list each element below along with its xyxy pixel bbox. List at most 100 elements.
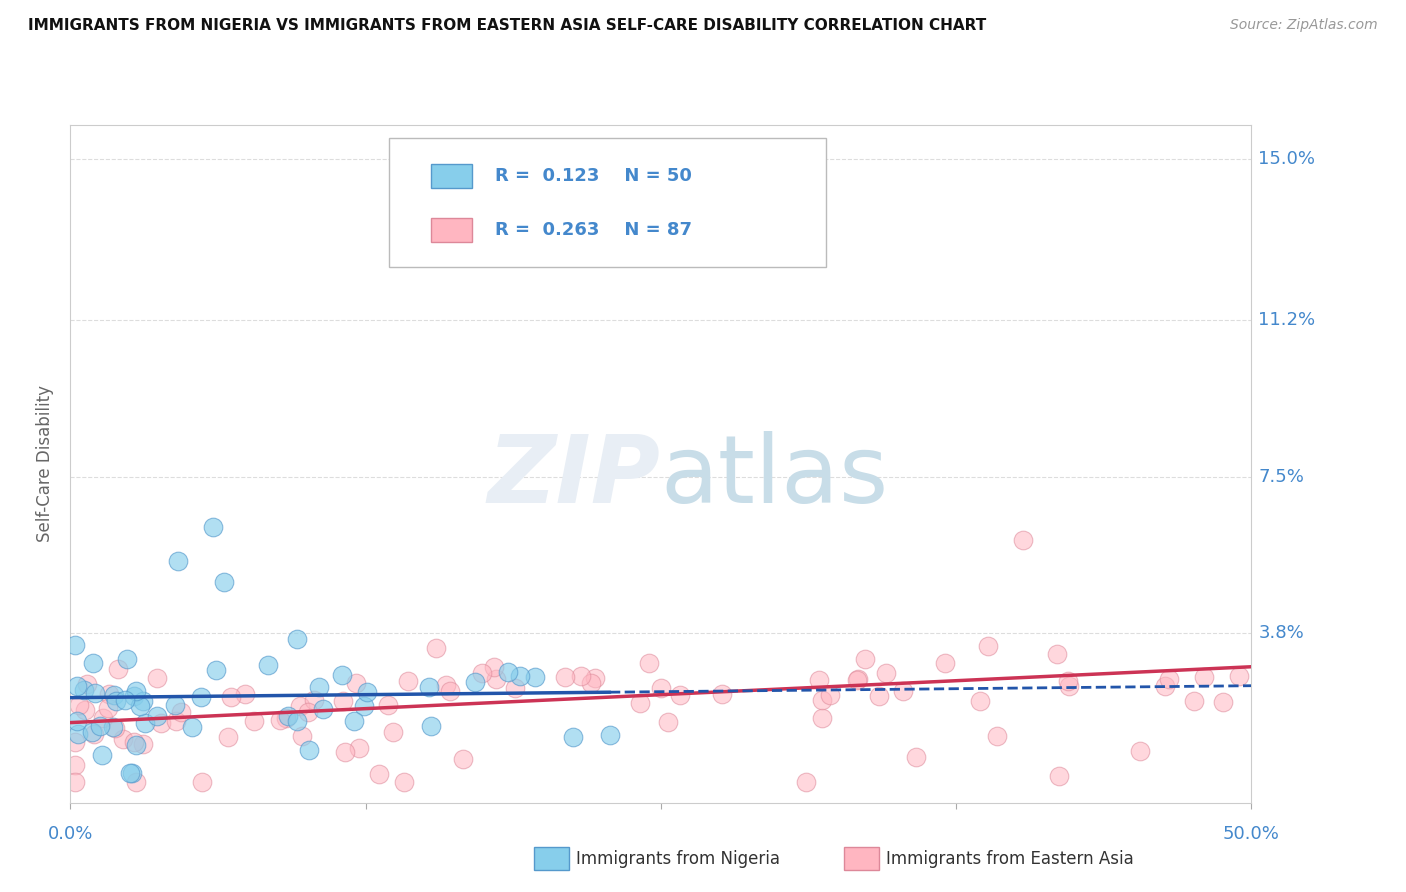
Point — [107, 662, 129, 676]
Point — [1192, 669, 1215, 683]
Point — [418, 680, 440, 694]
Point — [146, 671, 169, 685]
Point — [579, 676, 602, 690]
Point — [425, 640, 447, 655]
Point — [243, 714, 266, 729]
Point — [191, 774, 214, 789]
Point — [212, 575, 235, 590]
Point — [63, 758, 86, 772]
Point — [1129, 744, 1152, 758]
Text: IMMIGRANTS FROM NIGERIA VS IMMIGRANTS FROM EASTERN ASIA SELF-CARE DISABILITY COR: IMMIGRANTS FROM NIGERIA VS IMMIGRANTS FR… — [28, 18, 987, 33]
Point — [650, 681, 672, 696]
Point — [1057, 679, 1080, 693]
Text: 0.0%: 0.0% — [48, 825, 93, 843]
Point — [89, 719, 111, 733]
Point — [103, 720, 125, 734]
Point — [269, 714, 291, 728]
Point — [83, 727, 105, 741]
Text: atlas: atlas — [661, 432, 889, 524]
Point — [118, 766, 141, 780]
Text: R =  0.263    N = 87: R = 0.263 N = 87 — [495, 221, 693, 239]
Point — [163, 698, 186, 712]
Point — [122, 689, 145, 703]
Point — [170, 705, 193, 719]
Point — [291, 729, 314, 743]
Point — [129, 699, 152, 714]
Point — [297, 705, 319, 719]
Y-axis label: Self-Care Disability: Self-Care Disability — [37, 385, 55, 542]
Point — [561, 731, 583, 745]
Point — [132, 737, 155, 751]
Point — [419, 719, 441, 733]
Point — [73, 683, 96, 698]
Point — [112, 731, 135, 746]
Point — [505, 681, 527, 696]
Point — [794, 774, 817, 789]
Point — [82, 656, 104, 670]
Point — [451, 752, 474, 766]
Point — [84, 685, 107, 699]
Point — [810, 693, 832, 707]
Point — [204, 664, 226, 678]
Point — [382, 724, 405, 739]
Point — [439, 684, 461, 698]
Point — [104, 721, 127, 735]
Point — [333, 745, 356, 759]
Point — [868, 689, 890, 703]
Point — [97, 701, 120, 715]
Point — [353, 698, 375, 713]
Point — [524, 669, 547, 683]
Point — [125, 684, 148, 698]
Point — [256, 658, 278, 673]
Point — [1154, 679, 1177, 693]
Point — [723, 215, 745, 229]
Point — [367, 766, 389, 780]
Point — [75, 703, 97, 717]
Point — [818, 688, 841, 702]
Point — [104, 694, 127, 708]
Point — [274, 711, 297, 725]
Point — [180, 720, 202, 734]
Point — [298, 743, 321, 757]
Point — [583, 671, 606, 685]
Point — [190, 690, 212, 705]
Point — [1182, 694, 1205, 708]
FancyBboxPatch shape — [389, 138, 827, 268]
Point — [66, 727, 89, 741]
Point — [569, 668, 592, 682]
Point — [396, 673, 419, 688]
Point — [471, 665, 494, 680]
Point — [1056, 673, 1078, 688]
Point — [1046, 647, 1069, 661]
FancyBboxPatch shape — [430, 164, 472, 187]
Point — [434, 678, 457, 692]
Point — [217, 730, 239, 744]
Point — [219, 690, 242, 704]
Point — [114, 693, 136, 707]
Point — [115, 652, 138, 666]
Text: 15.0%: 15.0% — [1258, 150, 1316, 168]
Point — [67, 698, 90, 713]
Point — [638, 656, 661, 670]
Point — [599, 728, 621, 742]
Point — [76, 676, 98, 690]
Point — [166, 554, 188, 568]
Point — [63, 735, 86, 749]
Point — [344, 676, 367, 690]
Point — [811, 711, 834, 725]
Point — [122, 735, 145, 749]
Point — [308, 681, 330, 695]
Point — [377, 698, 399, 713]
Point — [853, 652, 876, 666]
Point — [1227, 669, 1250, 683]
Point — [875, 665, 897, 680]
Point — [202, 520, 225, 534]
Point — [356, 685, 378, 699]
Point — [288, 698, 311, 713]
Point — [134, 716, 156, 731]
Point — [66, 714, 89, 729]
Point — [125, 739, 148, 753]
Text: R =  0.123    N = 50: R = 0.123 N = 50 — [495, 167, 692, 185]
Point — [1157, 673, 1180, 687]
Point — [554, 670, 576, 684]
